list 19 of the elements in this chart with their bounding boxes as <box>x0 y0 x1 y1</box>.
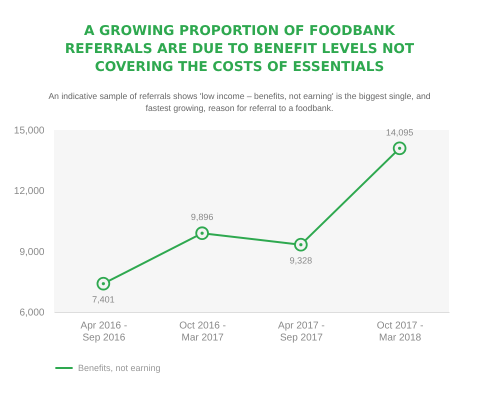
y-tick-label: 6,000 <box>19 308 45 318</box>
x-tick-label: Apr 2016 - Sep 2016 <box>80 320 128 344</box>
y-tick-label: 9,000 <box>19 246 45 258</box>
data-label: 9,896 <box>190 212 214 222</box>
data-label: 9,328 <box>290 256 312 266</box>
point <box>294 238 308 252</box>
x-tick-label: Oct 2016 - Mar 2017 <box>179 320 226 344</box>
data-label: 7,401 <box>92 294 115 305</box>
y-tick-label: 12,000 <box>14 186 45 198</box>
chart-subtitle: An indicative sample of referrals shows 'low income – benefits, not earning' is the biggest single, and fastest growing, reason for referral to a foodbank. <box>47 90 432 114</box>
chart-title: A GROWING PROPORTION OF FOODBANK REFERRALS ARE DUE TO BENEFIT LEVELS NOT COVERING THE COSTS OF ESSENTIALS <box>64 22 416 76</box>
y-tick-label: 15,000 <box>14 126 45 136</box>
point <box>195 226 209 240</box>
x-tick-label: Apr 2017 - Sep 2017 <box>278 320 325 344</box>
point <box>392 141 406 156</box>
x-tick-label: Oct 2017 - Mar 2018 <box>376 320 424 344</box>
legend-label: Benefits, not earning <box>78 363 161 373</box>
point <box>96 276 110 290</box>
data-label: 14,095 <box>386 127 414 138</box>
